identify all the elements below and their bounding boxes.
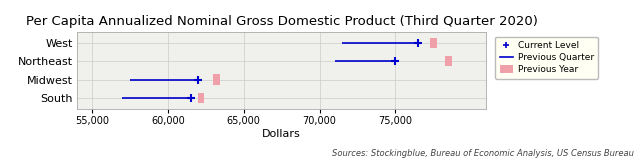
Bar [445, 56, 452, 66]
Text: Sources: Stockingblue, Bureau of Economic Analysis, US Census Bureau: Sources: Stockingblue, Bureau of Economi… [332, 149, 634, 158]
Legend: Current Level, Previous Quarter, Previous Year: Current Level, Previous Quarter, Previou… [495, 36, 598, 79]
Bar [198, 93, 204, 103]
X-axis label: Dollars: Dollars [262, 128, 301, 139]
Bar [430, 38, 436, 48]
Title: Per Capita Annualized Nominal Gross Domestic Product (Third Quarter 2020): Per Capita Annualized Nominal Gross Dome… [26, 15, 538, 28]
Bar [213, 74, 220, 85]
